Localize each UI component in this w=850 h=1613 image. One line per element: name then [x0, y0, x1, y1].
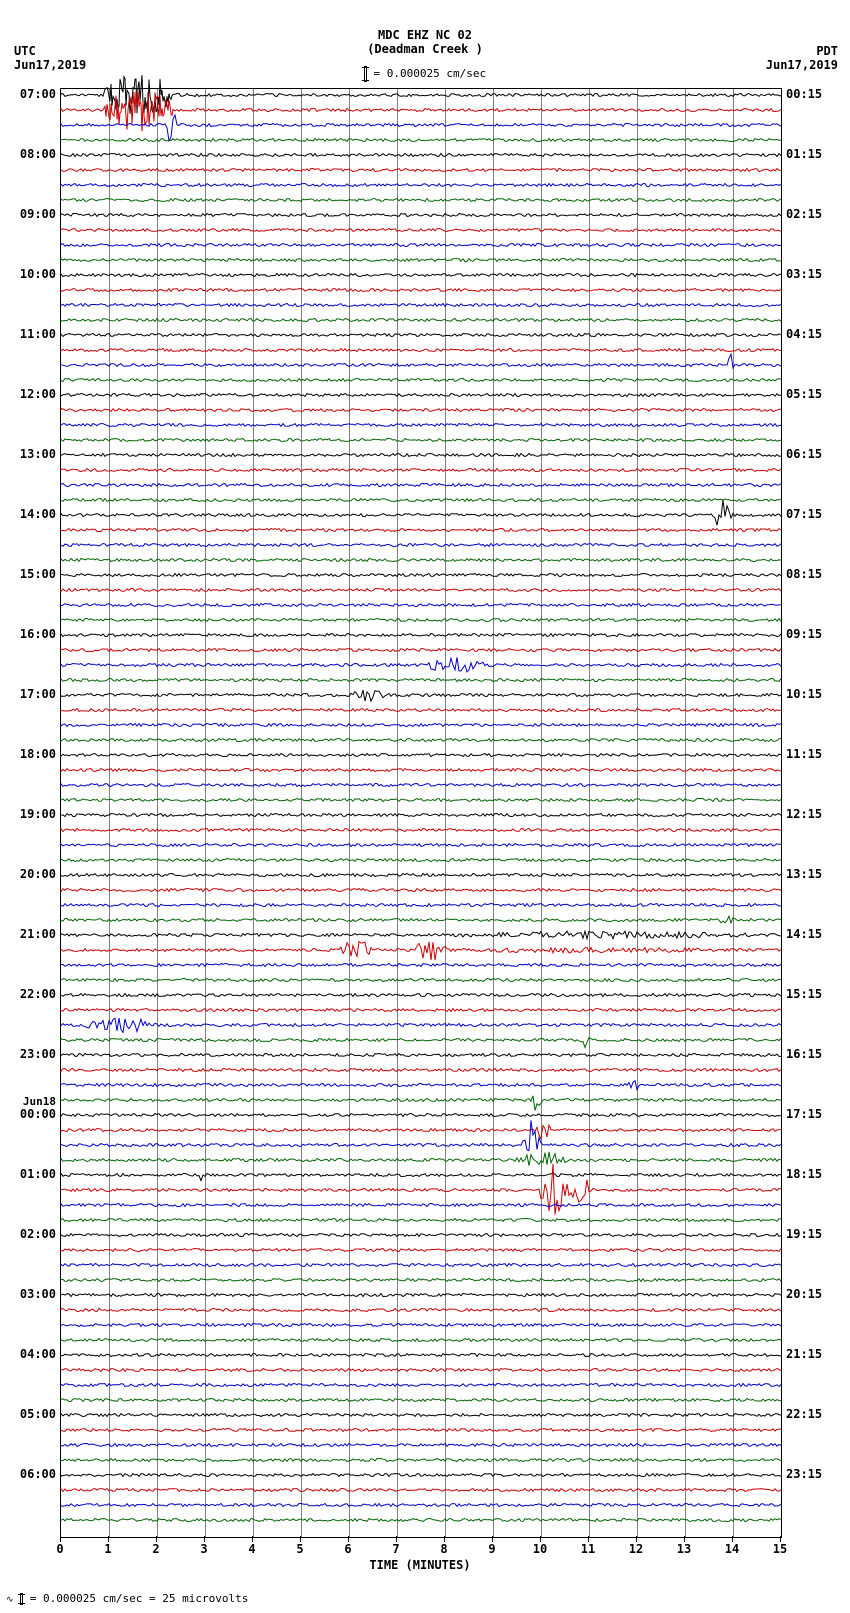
x-tick-label: 0 [56, 1542, 63, 1556]
left-time-label: 23:00 [4, 1047, 56, 1061]
right-time-label: 14:15 [786, 927, 822, 941]
x-tick-label: 10 [533, 1542, 547, 1556]
left-time-label: 14:00 [4, 507, 56, 521]
right-time-label: 22:15 [786, 1407, 822, 1421]
trace-row [61, 1490, 781, 1550]
left-time-label: 18:00 [4, 747, 56, 761]
station-id: MDC EHZ NC 02 [0, 28, 850, 42]
left-time-label: 19:00 [4, 807, 56, 821]
right-time-label: 07:15 [786, 507, 822, 521]
right-time-label: 09:15 [786, 627, 822, 641]
left-time-label: 10:00 [4, 267, 56, 281]
right-time-label: 17:15 [786, 1107, 822, 1121]
x-tick-label: 13 [677, 1542, 691, 1556]
right-time-label: 06:15 [786, 447, 822, 461]
left-time-label: 20:00 [4, 867, 56, 881]
left-time-label: 15:00 [4, 567, 56, 581]
right-time-label: 11:15 [786, 747, 822, 761]
left-time-label: 08:00 [4, 147, 56, 161]
x-tick-label: 1 [104, 1542, 111, 1556]
x-axis-label: TIME (MINUTES) [60, 1558, 780, 1572]
left-time-label: 00:00 [4, 1107, 56, 1121]
tz-left-label: UTC [14, 44, 86, 58]
x-tick-label: 7 [392, 1542, 399, 1556]
right-time-label: 19:15 [786, 1227, 822, 1241]
x-tick-label: 5 [296, 1542, 303, 1556]
right-time-label: 10:15 [786, 687, 822, 701]
left-time-label: 21:00 [4, 927, 56, 941]
left-time-label: 04:00 [4, 1347, 56, 1361]
x-tick-label: 15 [773, 1542, 787, 1556]
right-time-label: 03:15 [786, 267, 822, 281]
right-time-label: 01:15 [786, 147, 822, 161]
x-tick-label: 4 [248, 1542, 255, 1556]
left-time-label: 17:00 [4, 687, 56, 701]
right-time-label: 20:15 [786, 1287, 822, 1301]
left-time-label: 13:00 [4, 447, 56, 461]
left-time-label: 02:00 [4, 1227, 56, 1241]
left-time-label: 12:00 [4, 387, 56, 401]
left-time-label: 22:00 [4, 987, 56, 1001]
x-tick-label: 3 [200, 1542, 207, 1556]
plot-area [60, 88, 782, 1538]
footer-scale-bar-icon [20, 1593, 23, 1605]
left-time-label: 07:00 [4, 87, 56, 101]
left-time-label: 06:00 [4, 1467, 56, 1481]
right-time-label: 16:15 [786, 1047, 822, 1061]
left-time-label: 05:00 [4, 1407, 56, 1421]
right-time-label: 18:15 [786, 1167, 822, 1181]
right-time-label: 05:15 [786, 387, 822, 401]
footer-scale: ∿ = 0.000025 cm/sec = 25 microvolts [6, 1592, 248, 1605]
right-time-label: 04:15 [786, 327, 822, 341]
right-time-label: 08:15 [786, 567, 822, 581]
station-name: (Deadman Creek ) [0, 42, 850, 56]
chart-title: MDC EHZ NC 02 (Deadman Creek ) [0, 28, 850, 56]
right-time-label: 13:15 [786, 867, 822, 881]
right-time-label: 23:15 [786, 1467, 822, 1481]
right-time-label: 02:15 [786, 207, 822, 221]
footer-text: = 0.000025 cm/sec = 25 microvolts [30, 1592, 249, 1605]
left-time-label: 09:00 [4, 207, 56, 221]
right-time-label: 12:15 [786, 807, 822, 821]
left-time-label: 11:00 [4, 327, 56, 341]
x-tick-label: 14 [725, 1542, 739, 1556]
right-time-label: 21:15 [786, 1347, 822, 1361]
x-tick-label: 12 [629, 1542, 643, 1556]
right-time-label: 15:15 [786, 987, 822, 1001]
x-tick-label: 6 [344, 1542, 351, 1556]
right-time-label: 00:15 [786, 87, 822, 101]
x-tick-label: 11 [581, 1542, 595, 1556]
x-tick-label: 2 [152, 1542, 159, 1556]
x-tick-label: 9 [488, 1542, 495, 1556]
left-time-label: 03:00 [4, 1287, 56, 1301]
tz-right-label: PDT [766, 44, 838, 58]
left-time-label: 01:00 [4, 1167, 56, 1181]
seismogram-container: MDC EHZ NC 02 (Deadman Creek ) = 0.00002… [0, 0, 850, 1613]
x-tick-label: 8 [440, 1542, 447, 1556]
left-time-label: 16:00 [4, 627, 56, 641]
